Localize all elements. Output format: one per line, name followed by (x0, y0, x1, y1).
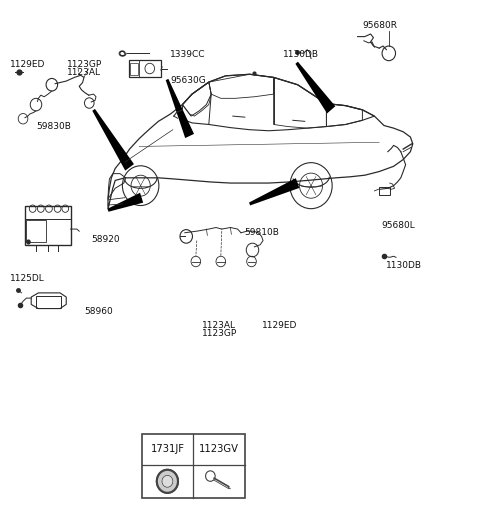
Bar (36, 296, 61, 308)
Polygon shape (92, 109, 134, 170)
Text: 1123GV: 1123GV (199, 445, 239, 454)
Text: 1130DB: 1130DB (283, 50, 319, 60)
Text: 1123AL: 1123AL (67, 68, 101, 77)
Bar (26, 220, 46, 242)
Bar (142, 434, 245, 498)
Polygon shape (108, 193, 143, 212)
Text: 59810B: 59810B (244, 228, 279, 237)
Text: 1129ED: 1129ED (10, 60, 45, 69)
Polygon shape (295, 62, 336, 113)
Text: 1339CC: 1339CC (170, 50, 206, 60)
Text: 95630G: 95630G (170, 75, 206, 85)
Bar (130, 63, 138, 75)
Text: 1123GP: 1123GP (202, 329, 237, 338)
Text: 1130DB: 1130DB (386, 261, 422, 270)
Bar (129, 60, 161, 77)
Text: 1123GP: 1123GP (67, 60, 102, 69)
Text: 1129ED: 1129ED (262, 321, 297, 330)
Text: 95680R: 95680R (362, 20, 397, 30)
Polygon shape (249, 178, 300, 206)
Text: 95680L: 95680L (382, 221, 415, 231)
Text: 1731JF: 1731JF (150, 445, 184, 454)
Bar (25, 206, 71, 219)
Text: 1125DL: 1125DL (10, 274, 44, 283)
Text: 58960: 58960 (84, 307, 113, 316)
Bar (25, 206, 71, 245)
Polygon shape (166, 79, 194, 138)
Text: 1123AL: 1123AL (202, 321, 236, 330)
Circle shape (162, 475, 173, 487)
Text: 59830B: 59830B (36, 122, 71, 131)
Bar (379, 187, 390, 195)
Wedge shape (157, 470, 178, 493)
Text: 58920: 58920 (91, 234, 120, 244)
